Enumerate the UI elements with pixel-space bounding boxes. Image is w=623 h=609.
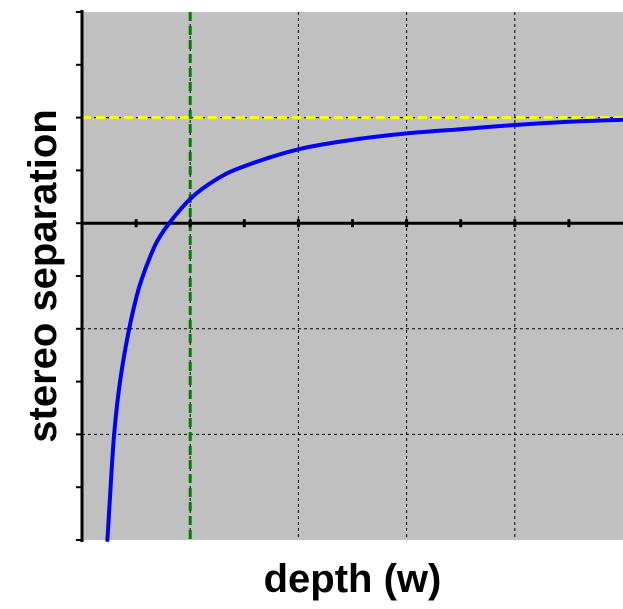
plot-background: [82, 12, 623, 540]
x-axis-title: depth (w): [264, 557, 442, 601]
tick-marks: [76, 11, 571, 541]
y-axis-title: stereo separation: [21, 109, 65, 442]
series-curve: [105, 117, 623, 542]
